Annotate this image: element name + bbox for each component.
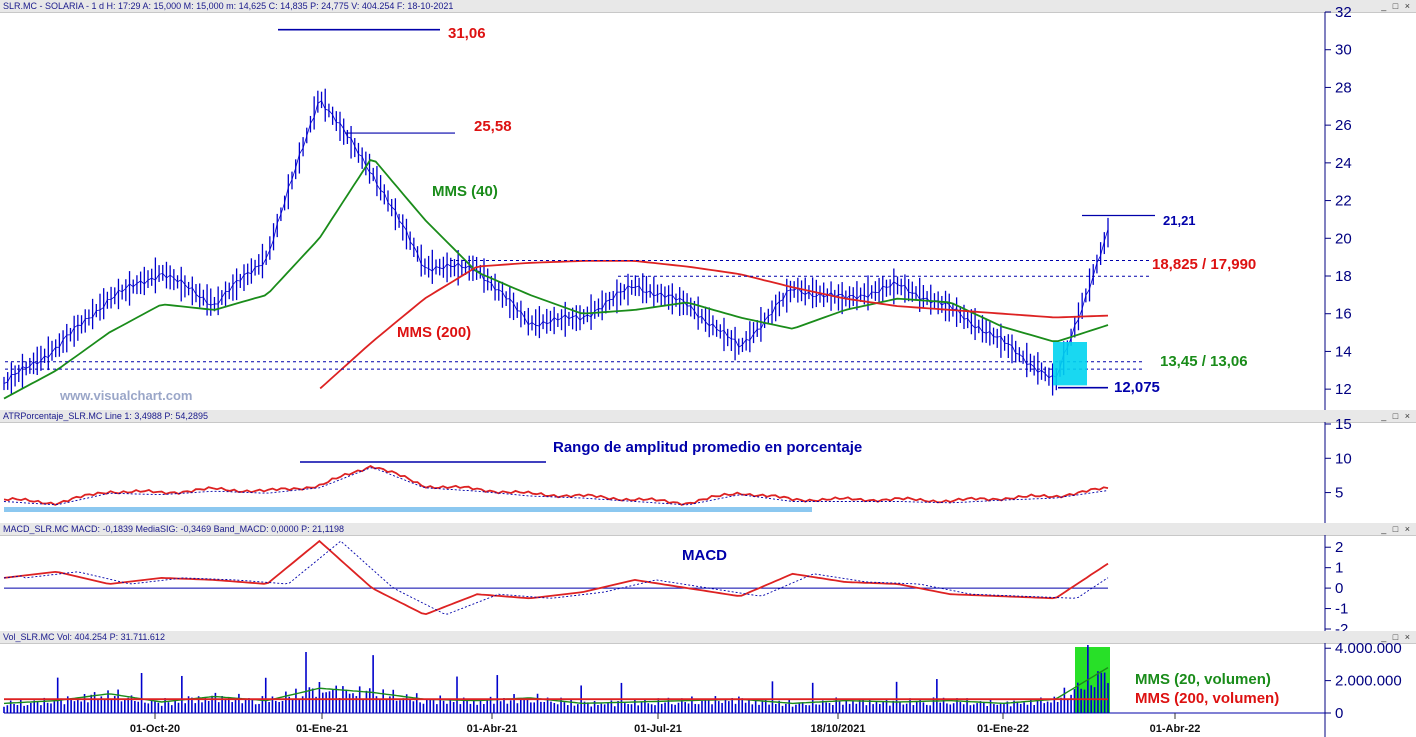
mms200-line — [319, 260, 1109, 390]
macd-chart: -2 -1 0 1 2 MACD — [3, 535, 1348, 631]
x-axis-label: 01-Oct-20 — [130, 723, 180, 735]
volume-bars — [3, 645, 1109, 713]
volume-chart: 0 2.000.000 4.000.000 MMS (20, volumen) MMS … — [3, 640, 1402, 737]
low-highlight-box — [1053, 342, 1087, 386]
annotation-high-1: 31,06 — [448, 25, 486, 42]
atr-line — [3, 464, 1109, 506]
price-header-text: SLR.MC - SOLARIA - 1 d H: 17:29 A: 15,00… — [3, 1, 454, 11]
macd-y-tick-label: 2 — [1335, 539, 1343, 556]
macd-line — [3, 539, 1109, 616]
price-chart: 12 14 16 18 20 22 24 26 28 30 32 www.visualchart.co… — [3, 4, 1352, 410]
x-axis-label: 01-Abr-21 — [467, 723, 518, 735]
price-y-tick-label: 28 — [1335, 79, 1352, 96]
atr-title: Rango de amplitud promedio en porcentaje — [553, 439, 862, 456]
window-controls[interactable]: _ □ × — [1381, 524, 1412, 534]
macd-pane-header: MACD_SLR.MC MACD: -0,1839 MediaSIG: -0,3… — [0, 523, 1416, 536]
price-y-tick-label: 14 — [1335, 343, 1352, 360]
x-axis-label: 01-Ene-21 — [296, 723, 348, 735]
mms40-line — [3, 159, 1109, 400]
annotation-vol-mms20: MMS (20, volumen) — [1135, 671, 1271, 688]
annotation-support: 13,45 / 13,06 — [1160, 353, 1248, 370]
atr-y-tick-label: 10 — [1335, 450, 1352, 467]
annotation-resistance: 18,825 / 17,990 — [1152, 256, 1256, 273]
annotation-mms40: MMS (40) — [432, 183, 498, 200]
price-y-tick-label: 30 — [1335, 42, 1352, 59]
annotation-vol-mms200: MMS (200, volumen) — [1135, 690, 1279, 707]
annotation-mms200: MMS (200) — [397, 324, 471, 341]
atr-signal-line — [3, 467, 1109, 506]
price-y-tick-label: 24 — [1335, 155, 1352, 172]
volume-header-text: Vol_SLR.MC Vol: 404.254 P: 31.711.612 — [3, 632, 165, 642]
watermark: www.visualchart.com — [59, 388, 192, 403]
price-y-tick-label: 22 — [1335, 193, 1352, 210]
macd-y-tick-label: -2 — [1335, 621, 1348, 631]
volume-pane-header: Vol_SLR.MC Vol: 404.254 P: 31.711.612 _ … — [0, 631, 1416, 644]
macd-y-tick-label: -1 — [1335, 601, 1348, 618]
vol-y-tick-label: 0 — [1335, 705, 1343, 722]
window-controls[interactable]: _ □ × — [1381, 411, 1412, 421]
price-y-tick-label: 26 — [1335, 117, 1352, 134]
price-pane-header: SLR.MC - SOLARIA - 1 d H: 17:29 A: 15,00… — [0, 0, 1416, 13]
x-axis-label: 01-Jul-21 — [634, 723, 682, 735]
macd-y-tick-label: 1 — [1335, 560, 1343, 577]
price-close-line — [3, 99, 1109, 384]
annotation-low: 12,075 — [1114, 379, 1160, 396]
volume-pane: Vol_SLR.MC Vol: 404.254 P: 31.711.612 _ … — [0, 631, 1416, 737]
atr-header-text: ATRPorcentaje_SLR.MC Line 1: 3,4988 P: 5… — [3, 411, 208, 421]
atr-highlight-band — [4, 507, 812, 512]
x-axis-label: 18/10/2021 — [810, 723, 865, 735]
atr-pane-header: ATRPorcentaje_SLR.MC Line 1: 3,4988 P: 5… — [0, 410, 1416, 423]
price-pane: SLR.MC - SOLARIA - 1 d H: 17:29 A: 15,00… — [0, 0, 1416, 410]
price-y-tick-label: 16 — [1335, 306, 1352, 323]
price-series — [3, 88, 1109, 396]
vol-mms20-line — [3, 666, 1109, 705]
vol-y-tick-label: 2.000.000 — [1335, 673, 1402, 690]
price-y-tick-label: 20 — [1335, 230, 1352, 247]
atr-y-tick-label: 15 — [1335, 416, 1352, 433]
vol-y-tick-label: 4.000.000 — [1335, 640, 1402, 657]
macd-title: MACD — [682, 547, 727, 564]
atr-chart: 5 10 15 Rango de amplitud promedio en porce… — [3, 416, 1352, 523]
price-y-tick-label: 12 — [1335, 381, 1352, 398]
price-y-tick-label: 32 — [1335, 4, 1352, 21]
macd-header-text: MACD_SLR.MC MACD: -0,1839 MediaSIG: -0,3… — [3, 524, 344, 534]
atr-pane: ATRPorcentaje_SLR.MC Line 1: 3,4988 P: 5… — [0, 410, 1416, 523]
x-axis-label: 01-Abr-22 — [1150, 723, 1201, 735]
annotation-high-2: 25,58 — [474, 118, 512, 135]
price-y-tick-label: 18 — [1335, 268, 1352, 285]
window-controls[interactable]: _ □ × — [1381, 1, 1412, 11]
atr-y-tick-label: 5 — [1335, 485, 1343, 502]
macd-signal-line — [3, 540, 1109, 615]
x-axis-label: 01-Ene-22 — [977, 723, 1029, 735]
macd-y-tick-label: 0 — [1335, 580, 1343, 597]
macd-pane: MACD_SLR.MC MACD: -0,1839 MediaSIG: -0,3… — [0, 523, 1416, 631]
annotation-high-3: 21,21 — [1163, 213, 1196, 228]
window-controls[interactable]: _ □ × — [1381, 632, 1412, 642]
